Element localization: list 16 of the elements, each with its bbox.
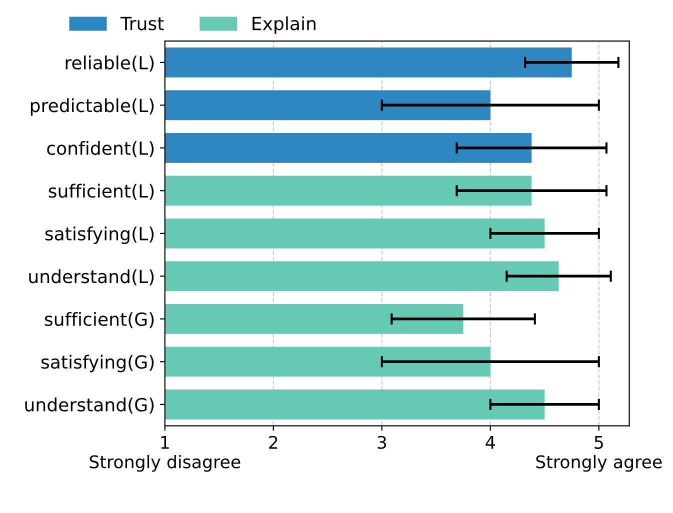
y-tick-label: understand(G) bbox=[25, 398, 154, 414]
y-tick-label: satisfying(G) bbox=[41, 354, 154, 372]
y-tick-label: sufficient(G) bbox=[44, 312, 154, 328]
y-tick-label: confident(L) bbox=[47, 141, 154, 158]
y-tick-label: sufficient(L) bbox=[48, 184, 154, 200]
x-tick-label: 3 bbox=[378, 436, 386, 449]
y-tick-label: understand(L) bbox=[29, 269, 154, 286]
y-tick-label: satisfying(L) bbox=[45, 226, 154, 244]
x-tick-label: 4 bbox=[486, 436, 495, 449]
y-tick-label: predictable(L) bbox=[30, 98, 154, 116]
x-tick-label: 2 bbox=[269, 436, 278, 449]
legend-label: Trust bbox=[120, 16, 164, 30]
y-tick-label: reliable(L) bbox=[66, 56, 154, 72]
legend-label: Explain bbox=[252, 16, 316, 34]
x-tick-label: 5 Strongly agree bbox=[536, 436, 662, 472]
x-tick-label: 1 Strongly disagree bbox=[90, 436, 240, 472]
